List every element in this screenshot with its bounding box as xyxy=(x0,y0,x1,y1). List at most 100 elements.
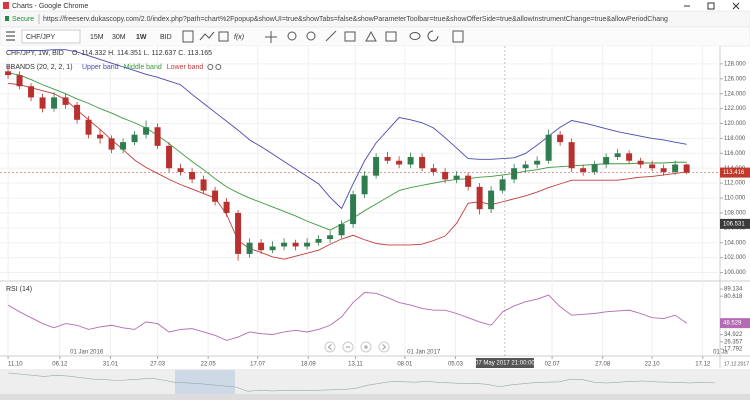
navigator[interactable] xyxy=(0,369,750,397)
rsi-line xyxy=(7,292,687,341)
secure-label: Secure xyxy=(12,16,34,23)
candle-body xyxy=(74,104,81,120)
line-icon[interactable] xyxy=(199,31,215,41)
x-tick-label: 18.09 xyxy=(301,362,317,368)
candle-body xyxy=(603,157,610,165)
crosshair-icon[interactable] xyxy=(265,31,277,43)
scroll-right-button[interactable] xyxy=(378,341,390,353)
band-line xyxy=(8,49,687,210)
chart-area xyxy=(0,46,720,356)
side-button[interactable]: BID xyxy=(160,34,172,41)
candle-body xyxy=(292,242,299,247)
y-tick-label: 104.000 xyxy=(724,240,746,246)
candle-body xyxy=(246,242,253,254)
settings-icon[interactable] xyxy=(452,30,464,43)
year-label: 01 Jan 2017 xyxy=(407,350,441,356)
x-tick-label: 22.10 xyxy=(645,362,661,368)
x-tick-label: 05.03 xyxy=(448,362,464,368)
menu-button[interactable] xyxy=(6,31,15,41)
candle-body xyxy=(327,235,334,240)
candle-body xyxy=(131,134,138,143)
crosshair-label: 07 May 2017 21:00:00 xyxy=(475,361,535,367)
candle-body xyxy=(62,97,69,105)
y-tick-label: 112.000 xyxy=(724,181,746,187)
pattern-icon[interactable] xyxy=(365,30,377,42)
zoom-icon[interactable] xyxy=(287,31,297,41)
y-tick-label: 116.000 xyxy=(724,151,746,157)
x-tick-label: 08.01 xyxy=(397,362,413,368)
candle-body xyxy=(315,239,322,243)
candle-body xyxy=(177,168,184,172)
candle-body xyxy=(407,157,414,165)
ohlc-label: O. 114.332 H. 114.351 L. 112.637 C. 113.… xyxy=(72,50,212,57)
candle-body xyxy=(430,168,437,172)
title-bar xyxy=(0,0,750,11)
window-title: Charts - Google Chrome xyxy=(12,3,88,10)
rsi-last-label: 48.529 xyxy=(723,321,742,327)
y-tick-label: 102.000 xyxy=(724,255,746,261)
candle-body xyxy=(396,160,403,165)
symbol-select[interactable] xyxy=(21,29,81,44)
draw-line-icon[interactable] xyxy=(325,30,337,42)
candle-body xyxy=(557,134,564,143)
fx-button[interactable]: f(x) xyxy=(234,34,244,41)
candle-body xyxy=(614,153,621,158)
period-button[interactable]: 15M xyxy=(90,34,104,41)
settings-icon[interactable] xyxy=(207,64,214,70)
shape-icon[interactable] xyxy=(344,31,356,42)
candle-body xyxy=(672,164,679,172)
candle-body xyxy=(269,246,276,251)
rsi-tick-label: 26.357 xyxy=(724,339,743,345)
candle-body xyxy=(384,157,391,161)
y-tick-label: 110.000 xyxy=(724,196,746,202)
url: https://freeserv.dukascopy.com/2.0/index… xyxy=(43,16,668,23)
visibility-icon[interactable] xyxy=(409,32,421,40)
chart-type-icon[interactable] xyxy=(182,30,194,43)
candle-body xyxy=(166,145,173,169)
candle-body xyxy=(683,164,690,173)
candle-body xyxy=(534,160,541,165)
close-button[interactable] xyxy=(732,2,740,10)
candle-body xyxy=(373,157,380,176)
candle-body xyxy=(28,86,35,98)
x-tick-label: 22.05 xyxy=(201,362,217,368)
candle-body xyxy=(304,242,311,247)
period-button[interactable]: 1W xyxy=(136,34,147,41)
x-tick-label: 02.07 xyxy=(545,362,561,368)
indicator-icon[interactable] xyxy=(218,31,229,42)
candle-body xyxy=(5,71,12,76)
candle-body xyxy=(465,175,472,187)
marker-price-label: 106.531 xyxy=(723,221,745,227)
text-icon[interactable] xyxy=(385,31,397,42)
x-tick-label: 27.08 xyxy=(595,362,611,368)
x-tick-label: 11.10 xyxy=(8,362,23,368)
maximize-button[interactable] xyxy=(707,2,715,10)
period-button[interactable]: 30M xyxy=(112,34,126,41)
candle-body xyxy=(476,186,483,210)
marker-price-box xyxy=(720,218,750,229)
x-tick-label: 17.12 xyxy=(695,362,711,368)
refresh-icon[interactable] xyxy=(427,30,439,42)
candle-body xyxy=(85,119,92,135)
candle-body xyxy=(212,190,219,202)
chart-title: CHF/JPY, 1W, BID xyxy=(6,50,64,57)
candle-body xyxy=(522,164,529,169)
indicator-name: RSI (14) xyxy=(6,286,32,293)
candle-body xyxy=(97,134,104,139)
axis-end-label: 17.12.2017 xyxy=(724,361,749,367)
x-tick-label: 27.03 xyxy=(150,362,166,368)
scroll-left-button[interactable] xyxy=(324,341,336,353)
scrollbar[interactable] xyxy=(0,394,750,400)
close-icon[interactable] xyxy=(215,64,222,70)
x-tick-label: 17.07 xyxy=(250,362,266,368)
y-tick-label: 120.000 xyxy=(724,121,746,127)
zoom-out-icon[interactable] xyxy=(306,31,316,41)
last-price-label: 113.416 xyxy=(723,170,745,176)
candle-body xyxy=(39,97,46,109)
candle-body xyxy=(488,190,495,210)
candle-body xyxy=(442,171,449,180)
navigator-line xyxy=(8,372,716,392)
year-label: 01 Ja xyxy=(713,350,728,356)
candle-body xyxy=(649,164,656,169)
y-tick-label: 124.000 xyxy=(724,91,746,97)
